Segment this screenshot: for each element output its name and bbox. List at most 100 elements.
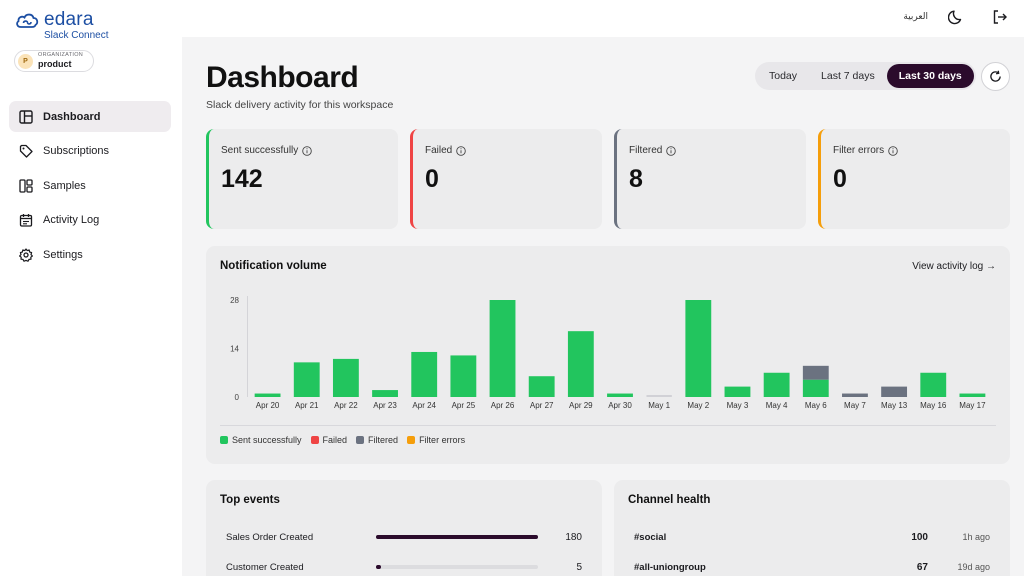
top-events-card: Top events Sales Order Created 180 Custo…	[206, 480, 602, 576]
event-count: 5	[576, 561, 582, 573]
logout-icon[interactable]	[992, 9, 1008, 25]
bar-sent-successfully	[802, 379, 829, 397]
list-item[interactable]: #social 100 1h ago	[634, 529, 990, 545]
stat-label: Filter errors	[833, 145, 885, 156]
bar-empty	[646, 395, 673, 397]
refresh-icon	[990, 70, 1001, 82]
info-icon[interactable]	[666, 145, 677, 156]
sidebar-item-subscriptions[interactable]: Subscriptions	[9, 136, 171, 167]
calendar-icon	[19, 213, 33, 227]
channel-health-title: Channel health	[628, 494, 711, 506]
event-bar-fill	[376, 535, 538, 539]
bar-sent-successfully	[724, 386, 751, 397]
sidebar-nav: Dashboard Subscriptions Samples Activity…	[9, 101, 171, 274]
bar-sent-successfully	[763, 372, 790, 397]
x-tick-label: May 6	[805, 401, 827, 410]
stat-label: Failed	[425, 145, 453, 156]
bar-sent-successfully	[489, 300, 516, 397]
legend-divider	[220, 425, 996, 426]
view-activity-log-link[interactable]: View activity log →	[912, 261, 996, 272]
brand-product: Slack Connect	[44, 30, 109, 41]
bar-sent-successfully	[607, 393, 633, 397]
y-tick-label: 0	[235, 393, 240, 402]
bar-sent-successfully	[332, 358, 359, 397]
sidebar-item-dashboard[interactable]: Dashboard	[9, 101, 171, 132]
topbar: العربية	[182, 0, 1024, 37]
sidebar-item-label: Samples	[43, 179, 86, 192]
sidebar-item-activity-log[interactable]: Activity Log	[9, 205, 171, 236]
info-icon[interactable]	[456, 145, 467, 156]
x-tick-label: May 16	[920, 401, 947, 410]
legend-swatch	[356, 436, 365, 444]
cloud-icon	[16, 13, 39, 28]
language-toggle[interactable]: العربية	[903, 11, 928, 21]
tag-icon	[19, 144, 33, 158]
organization-switcher[interactable]: P ORGANIZATION product	[14, 50, 94, 72]
sidebar-item-label: Settings	[43, 248, 83, 261]
bar-sent-successfully	[293, 362, 320, 397]
brand-name: edara	[44, 9, 94, 30]
page-subtitle: Slack delivery activity for this workspa…	[206, 99, 394, 111]
x-tick-label: Apr 29	[569, 401, 593, 410]
sidebar: edara Slack Connect P ORGANIZATION produ…	[0, 0, 182, 576]
org-avatar: P	[18, 53, 33, 69]
refresh-button[interactable]	[981, 62, 1010, 91]
date-range-selector: Today Last 7 days Last 30 days	[755, 62, 976, 90]
info-icon[interactable]	[302, 145, 313, 156]
stat-value: 142	[221, 165, 263, 193]
event-name: Sales Order Created	[226, 531, 314, 543]
x-tick-label: Apr 25	[452, 401, 476, 410]
bar-sent-successfully	[959, 393, 986, 397]
x-tick-label: May 17	[959, 401, 986, 410]
range-last-7-days-button[interactable]: Last 7 days	[821, 70, 875, 82]
legend-label: Sent successfully	[232, 435, 302, 445]
brand[interactable]: edara Slack Connect	[14, 10, 108, 41]
layout-icon	[19, 179, 33, 193]
legend-item-sent: Sent successfully	[220, 435, 302, 445]
info-icon[interactable]	[888, 145, 898, 156]
sidebar-item-settings[interactable]: Settings	[9, 239, 171, 270]
sidebar-item-samples[interactable]: Samples	[9, 170, 171, 201]
legend-label: Filtered	[368, 435, 399, 445]
x-tick-label: Apr 27	[530, 401, 554, 410]
gear-icon	[19, 248, 33, 262]
x-tick-label: May 2	[687, 401, 709, 410]
legend-label: Failed	[322, 435, 348, 445]
sidebar-item-label: Dashboard	[43, 110, 101, 123]
channel-name: #all-uniongroup	[634, 561, 706, 573]
notification-volume-card: Notification volume View activity log → …	[206, 246, 1010, 464]
channel-health-card: Channel health #social 100 1h ago #all-u…	[614, 480, 1010, 576]
event-name: Customer Created	[226, 561, 304, 573]
stat-value: 0	[425, 165, 439, 193]
list-item[interactable]: Customer Created 5	[226, 559, 582, 575]
bar-filtered	[802, 365, 829, 380]
bar-sent-successfully	[567, 331, 594, 397]
legend-swatch	[220, 436, 228, 444]
org-name: product	[38, 58, 72, 69]
bar-filtered	[881, 386, 908, 397]
legend-item-filtered: Filtered	[356, 435, 398, 445]
list-item[interactable]: #all-uniongroup 67 19d ago	[634, 559, 990, 575]
range-today-button[interactable]: Today	[769, 70, 798, 82]
list-item[interactable]: Sales Order Created 180	[226, 529, 582, 545]
range-last-30-days-button[interactable]: Last 30 days	[886, 64, 974, 88]
stat-card-failed: Failed 0	[410, 129, 602, 229]
legend-item-failed: Failed	[310, 435, 348, 445]
legend-swatch	[310, 436, 319, 444]
sidebar-item-label: Activity Log	[43, 214, 100, 227]
legend-item-filter-errors: Filter errors	[407, 435, 465, 445]
channel-score: 67	[916, 561, 928, 573]
moon-icon[interactable]	[948, 9, 964, 25]
bar-sent-successfully	[685, 300, 712, 397]
top-events-title: Top events	[220, 494, 280, 506]
stat-card-sent: Sent successfully 142	[206, 129, 398, 229]
event-bar-track	[376, 535, 538, 539]
x-tick-label: Apr 26	[491, 401, 515, 410]
x-tick-label: May 1	[648, 401, 670, 410]
x-tick-label: Apr 20	[256, 401, 280, 410]
sidebar-item-label: Subscriptions	[43, 145, 110, 158]
notification-volume-chart: 0 14 28 Apr 20 Apr 21 Apr 22 Apr 23 Apr 24 Apr 2…	[230, 296, 986, 410]
x-tick-label: Apr 21	[295, 401, 319, 410]
bar-sent-successfully	[450, 355, 477, 397]
y-tick-label: 14	[230, 345, 239, 354]
